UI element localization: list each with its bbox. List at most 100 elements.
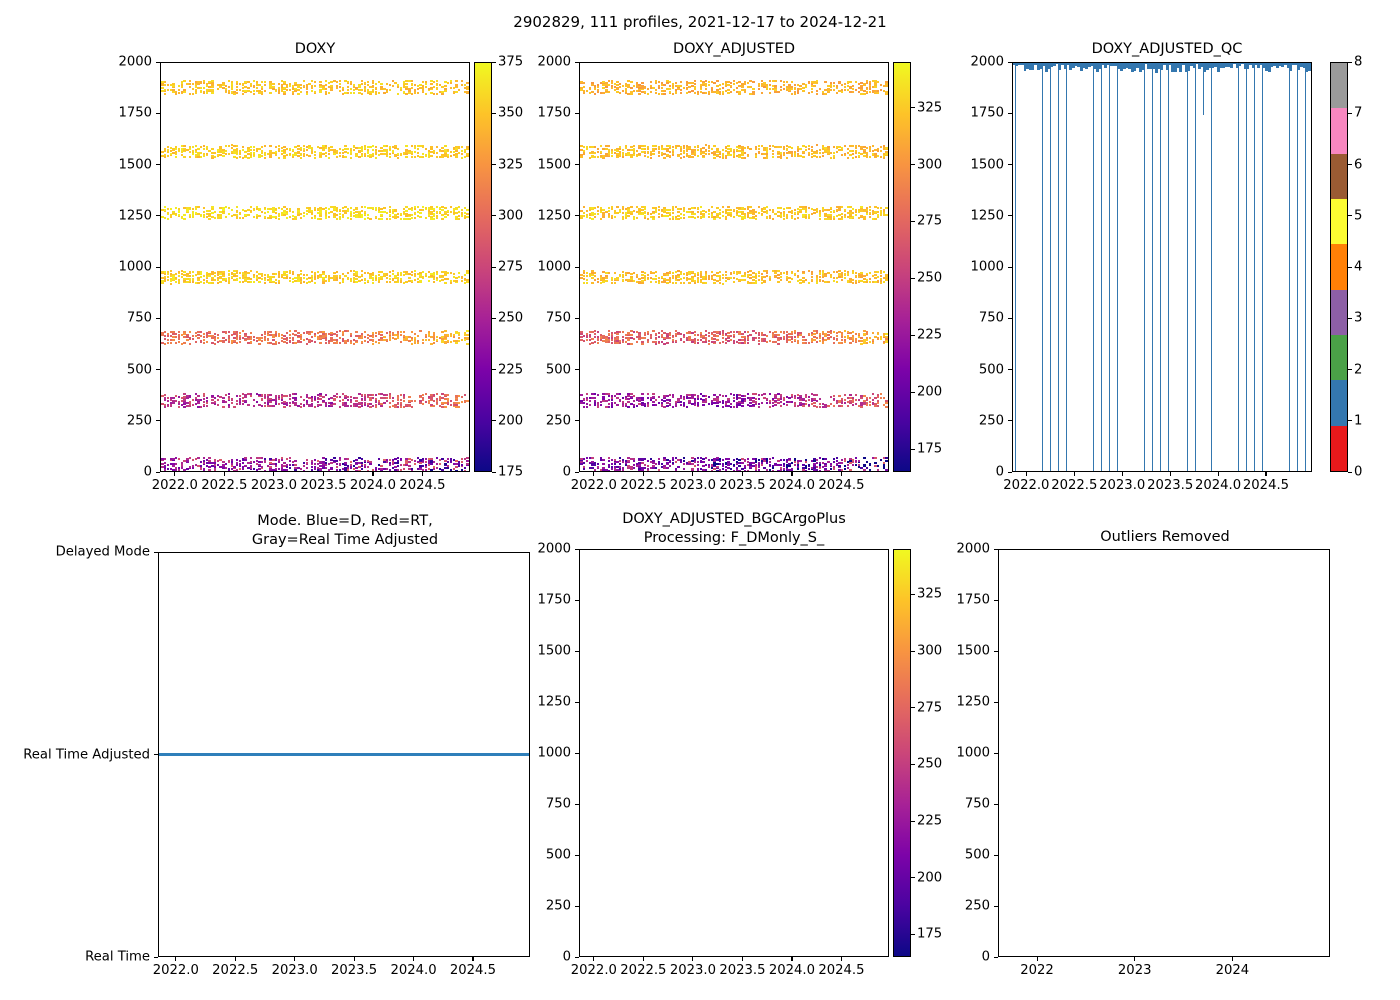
qc-colorbar-segment-7 [1331, 108, 1347, 154]
x-tick-mark [791, 472, 793, 476]
doxy-colorbar[interactable] [474, 62, 492, 472]
y-tick-mark [994, 599, 998, 601]
y-tick-label: 2000 [970, 54, 1004, 70]
y-tick-label: 2000 [118, 54, 152, 70]
x-tick-mark [791, 957, 793, 961]
y-tick-label: 500 [978, 362, 1004, 377]
y-tick-label: 1750 [537, 592, 571, 608]
doxy-adjusted-qc-plot-area[interactable] [1012, 62, 1312, 472]
qc-colorbar[interactable] [1330, 62, 1348, 472]
colorbar-tick-label: 250 [917, 756, 943, 772]
colorbar-tick-mark [911, 220, 915, 223]
colorbar-tick-mark [1348, 317, 1352, 319]
y-tick-mark [575, 803, 579, 805]
doxy-title: DOXY [294, 41, 336, 57]
colorbar-tick-label: 350 [498, 105, 524, 121]
y-tick-mark [154, 956, 158, 958]
y-tick-label: 2000 [537, 541, 571, 557]
colorbar-tick-mark [492, 164, 496, 166]
qc-colorbar-segment-3 [1331, 289, 1347, 335]
x-tick-mark [1073, 472, 1075, 476]
y-tick-mark [575, 956, 579, 958]
colorbar-tick-label: 1 [1354, 413, 1363, 429]
colorbar-tick-mark [1348, 112, 1352, 114]
y-tick-mark [575, 471, 579, 473]
qc-colorbar-segment-5 [1331, 198, 1347, 245]
mode-title: Mode. Blue=D, Red=RT, Gray=Real Time Adju… [160, 512, 530, 550]
y-tick-mark [575, 420, 579, 422]
x-tick-mark [174, 472, 176, 476]
colorbar-tick-label: 275 [917, 700, 943, 716]
y-tick-label: 1750 [970, 105, 1004, 121]
y-tick-label: 1750 [537, 105, 571, 121]
y-tick-mark [575, 215, 579, 217]
colorbar-tick-mark [492, 215, 496, 217]
y-tick-label: 1000 [537, 745, 571, 761]
outliers-title: Outliers Removed [1100, 529, 1230, 545]
y-tick-label: 2000 [537, 54, 571, 70]
colorbar-tick-mark [492, 112, 496, 114]
colorbar-tick-label: 225 [917, 813, 943, 829]
colorbar-tick-mark [1348, 471, 1352, 473]
qc-colorbar-segment-8 [1331, 63, 1347, 109]
x-tick-mark [642, 957, 644, 961]
colorbar-tick-mark [1348, 215, 1352, 217]
y-tick-label: 250 [545, 413, 571, 429]
y-tick-mark [1008, 61, 1012, 63]
colorbar-tick-mark [911, 820, 915, 822]
y-tick-mark [1008, 215, 1012, 217]
mode-title-line1: Mode. Blue=D, Red=RT, [257, 513, 433, 529]
mode-line-series [159, 553, 529, 956]
colorbar-tick-mark [492, 420, 496, 422]
bgcargoplus-plot-area[interactable] [579, 549, 889, 957]
y-tick-label: 1500 [956, 643, 990, 659]
y-tick-label: Real Time [85, 949, 150, 965]
y-tick-mark [154, 754, 158, 756]
colorbar-tick-label: 3 [1354, 310, 1363, 326]
colorbar-tick-mark [492, 266, 496, 268]
y-tick-label: 1000 [956, 745, 990, 761]
y-tick-label: 2000 [956, 541, 990, 557]
x-tick-mark [840, 957, 843, 961]
qc-colorbar-segment-2 [1331, 334, 1347, 381]
y-tick-label: 250 [964, 898, 990, 914]
y-tick-label: 750 [964, 796, 990, 812]
colorbar-tick-mark [911, 448, 915, 450]
colorbar-tick-label: 250 [917, 270, 943, 286]
colorbar-tick-label: 375 [498, 54, 524, 70]
y-tick-label: 1500 [537, 643, 571, 659]
y-tick-mark [1008, 420, 1012, 422]
y-tick-label: 1250 [118, 208, 152, 224]
y-tick-mark [994, 752, 998, 754]
y-tick-mark [994, 854, 998, 856]
y-tick-mark [575, 369, 579, 371]
x-tick-mark [472, 957, 474, 961]
doxy-adjusted-colorbar[interactable] [893, 62, 911, 472]
outliers-plot-area[interactable] [998, 549, 1330, 957]
x-tick-mark [234, 957, 236, 961]
y-tick-mark [156, 471, 160, 473]
colorbar-tick-label: 325 [498, 157, 524, 172]
doxy-plot-area[interactable] [160, 62, 470, 472]
y-tick-mark [575, 317, 579, 319]
x-tick-mark [692, 957, 694, 961]
colorbar-tick-mark [911, 391, 915, 393]
y-tick-mark [156, 61, 160, 63]
y-tick-mark [575, 548, 579, 550]
mode-plot-area[interactable] [158, 552, 530, 957]
colorbar-tick-label: 300 [917, 157, 943, 172]
qc-colorbar-segment-4 [1331, 244, 1347, 290]
y-tick-label: 750 [978, 310, 1004, 326]
x-tick-mark [1134, 957, 1136, 961]
doxy-adjusted-plot-area[interactable] [579, 62, 889, 472]
y-tick-mark [994, 548, 998, 550]
y-tick-label: 1000 [118, 259, 152, 275]
y-tick-label: 750 [545, 796, 571, 812]
colorbar-tick-label: 300 [498, 208, 524, 224]
y-tick-mark [156, 112, 160, 114]
bgcargoplus-colorbar[interactable] [893, 549, 911, 957]
bgcargoplus-title-line1: DOXY_ADJUSTED_BGCArgoPlus [622, 511, 846, 527]
colorbar-tick-mark [492, 317, 496, 319]
colorbar-tick-label: 2 [1354, 362, 1363, 377]
